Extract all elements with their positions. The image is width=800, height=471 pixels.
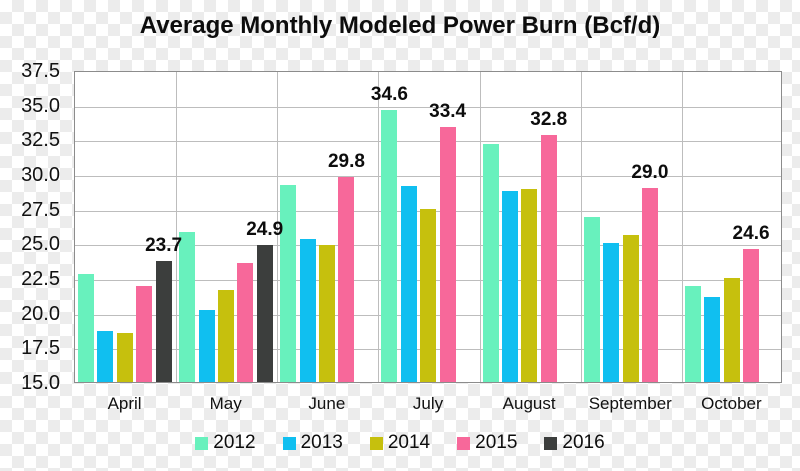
x-axis-label: July <box>412 394 444 413</box>
bar-2015-September <box>641 187 658 382</box>
bar-2013-October <box>704 297 721 382</box>
bar-2016-April <box>155 261 172 382</box>
x-axis-label: June <box>308 394 346 413</box>
bar-2012-August <box>482 143 499 382</box>
legend-swatch-icon <box>195 436 209 450</box>
bar-2012-April <box>78 273 94 382</box>
category-separator <box>681 72 683 382</box>
bar-value-label: 24.6 <box>732 222 770 244</box>
bar-2015-May <box>237 262 254 382</box>
y-axis-tick-label: 25.0 <box>21 233 60 256</box>
x-axis-label: May <box>209 394 242 413</box>
bar-value-label: 29.0 <box>631 161 669 183</box>
bar-2014-September <box>622 235 639 382</box>
y-axis-tick-label: 22.5 <box>21 268 60 290</box>
x-axis-label: April <box>107 394 142 413</box>
gridline <box>75 106 781 108</box>
category-separator <box>580 72 582 382</box>
bar-value-label: 33.4 <box>429 100 467 122</box>
legend-swatch-icon <box>282 436 296 450</box>
plot-area: 23.7 24.9 29.8 34.6 33.4 32.8 29.0 24.6 <box>74 71 782 383</box>
bar-2014-June <box>319 244 336 382</box>
y-axis-tick-label: 27.5 <box>21 198 60 221</box>
legend-item-2012: 2012 <box>195 432 256 454</box>
y-axis-tick-label: 35.0 <box>21 94 60 117</box>
bar-value-label: 24.9 <box>246 218 284 240</box>
category-separator <box>378 72 380 382</box>
bar-2014-October <box>723 278 740 382</box>
gridline <box>75 141 781 143</box>
bar-2015-August <box>540 135 557 382</box>
bar-2015-April <box>136 286 153 382</box>
legend-label: 2012 <box>213 432 256 453</box>
category-separator <box>277 72 279 382</box>
y-axis-tick-label: 30.0 <box>21 164 60 186</box>
category-separator <box>176 72 178 382</box>
y-axis-tick-label: 37.5 <box>21 60 60 82</box>
bar-value-label: 23.7 <box>145 235 183 257</box>
legend-item-2013: 2013 <box>282 432 343 454</box>
x-axis-label: October <box>701 394 762 413</box>
bar-2012-September <box>583 217 600 382</box>
bar-2014-April <box>116 333 133 382</box>
bar-2014-May <box>217 290 234 382</box>
bar-value-label: 34.6 <box>370 84 408 106</box>
legend: 2012 2013 2014 2015 2016 <box>0 432 800 454</box>
legend-label: 2013 <box>300 432 343 453</box>
bar-2014-July <box>420 208 437 382</box>
bar-2015-July <box>439 126 456 382</box>
gridline <box>75 176 781 177</box>
legend-swatch-icon <box>457 436 471 450</box>
x-axis-label: August <box>502 394 556 413</box>
legend-item-2016: 2016 <box>544 432 605 454</box>
legend-label: 2016 <box>562 432 605 453</box>
bar-2015-October <box>743 248 760 382</box>
y-axis-tick-label: 32.5 <box>21 129 60 152</box>
legend-label: 2015 <box>475 432 518 453</box>
x-axis-label: September <box>588 394 672 413</box>
bar-value-label: 32.8 <box>530 109 568 131</box>
bar-2013-August <box>501 190 518 382</box>
bar-2014-August <box>521 189 538 382</box>
bar-2013-July <box>400 186 417 382</box>
legend-swatch-icon <box>544 436 558 450</box>
legend-label: 2014 <box>387 432 431 453</box>
bar-2013-June <box>299 239 316 382</box>
bar-2013-April <box>97 330 114 382</box>
bar-2016-May <box>256 244 273 382</box>
bar-2012-July <box>381 110 398 382</box>
category-separator <box>479 72 481 382</box>
bar-2013-May <box>198 309 215 382</box>
bar-value-label: 29.8 <box>327 150 365 172</box>
legend-item-2015: 2015 <box>457 432 517 454</box>
bar-2012-October <box>684 286 701 382</box>
y-axis-tick-label: 20.0 <box>21 302 60 325</box>
legend-swatch-icon <box>369 436 383 450</box>
legend-item-2014: 2014 <box>369 432 431 454</box>
bar-2012-May <box>179 232 196 382</box>
bar-2013-September <box>603 243 620 382</box>
bar-2012-June <box>280 185 297 382</box>
y-axis-tick-label: 17.5 <box>21 337 60 360</box>
y-axis-tick-label: 15.0 <box>21 372 60 394</box>
bar-2015-June <box>338 176 355 382</box>
chart-title: Average Monthly Modeled Power Burn (Bcf/… <box>139 12 661 39</box>
